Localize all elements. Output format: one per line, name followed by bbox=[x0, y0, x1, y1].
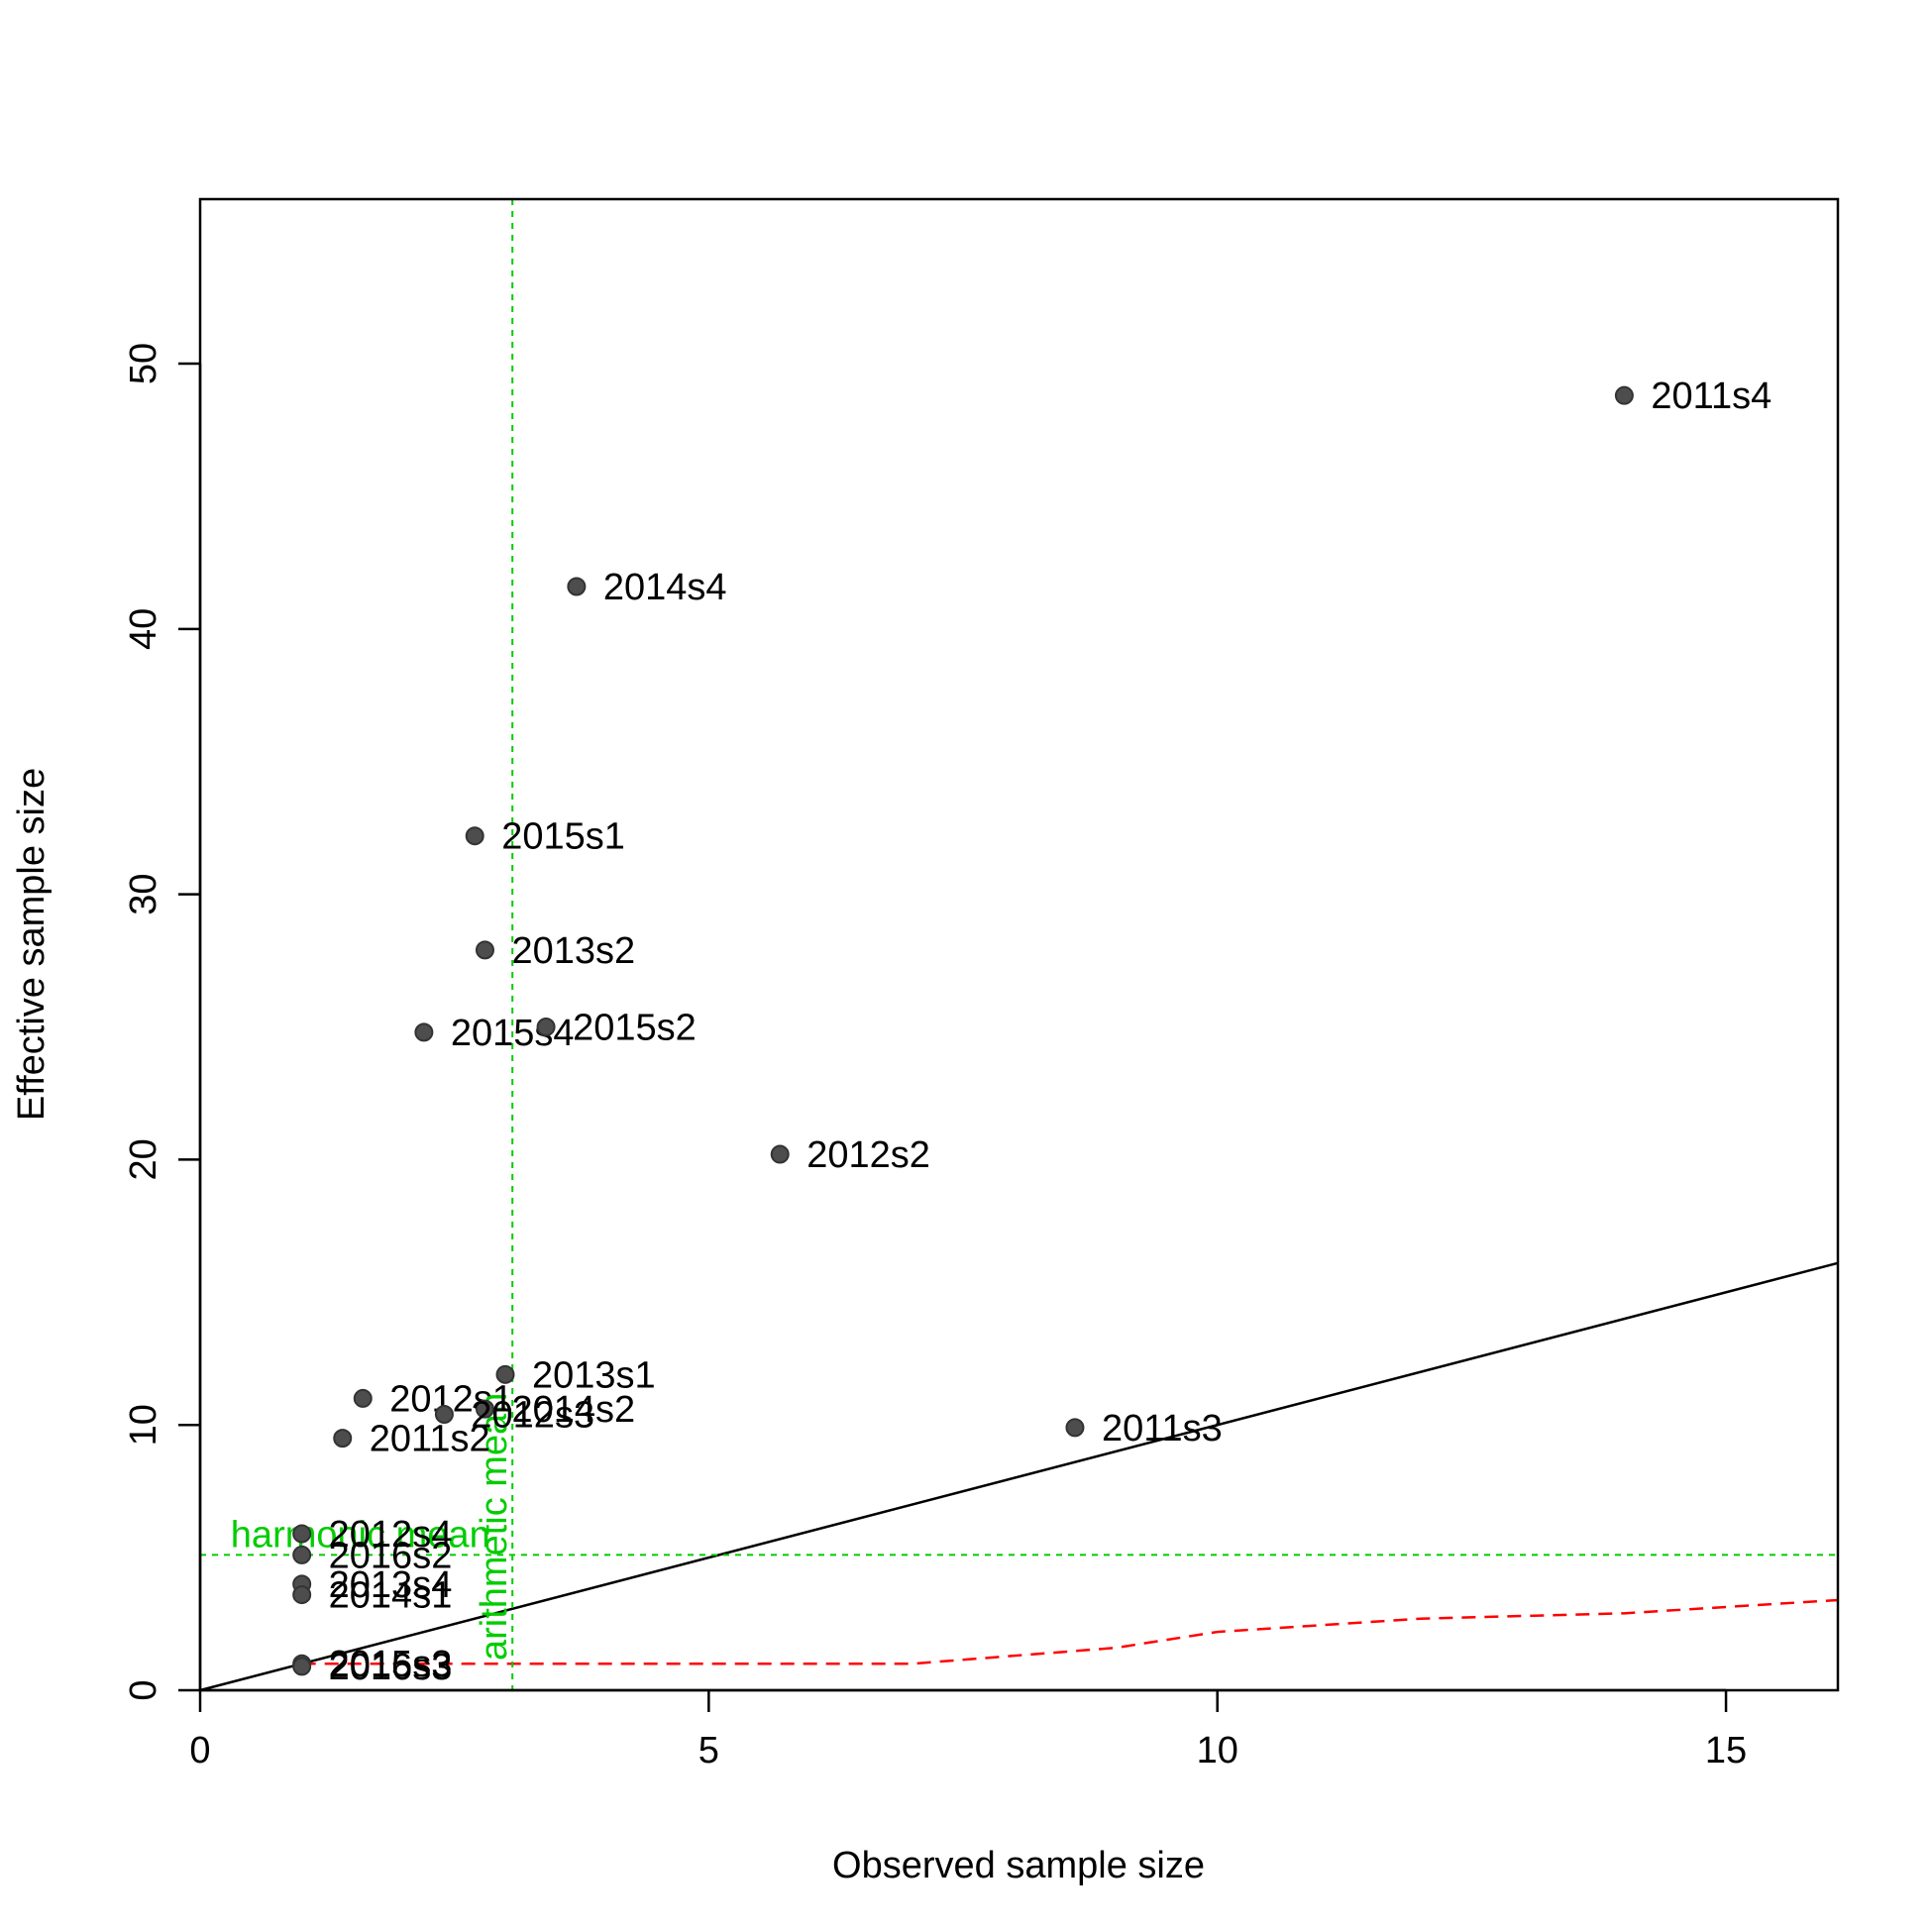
data-point-label: 2013s1 bbox=[532, 1354, 656, 1396]
red-dashed-line bbox=[301, 1598, 1839, 1665]
y-tick-label: 50 bbox=[123, 343, 164, 384]
identity-line bbox=[199, 1261, 1839, 1692]
x-axis-title: Observed sample size bbox=[832, 1845, 1205, 1886]
data-point bbox=[475, 1399, 494, 1419]
data-point-label: 2013s4 bbox=[329, 1564, 453, 1606]
axes: 0 5 10 15 0 10 20 30 40 50 bbox=[123, 343, 1747, 1771]
x-tick-label: 0 bbox=[189, 1730, 210, 1771]
data-point-label: 2011s4 bbox=[1651, 376, 1771, 417]
plot-frame bbox=[198, 197, 1840, 1692]
data-point-label: 2011s3 bbox=[1102, 1408, 1223, 1449]
y-tick-label: 10 bbox=[123, 1404, 164, 1446]
x-tick-label: 15 bbox=[1705, 1730, 1747, 1771]
data-point bbox=[770, 1144, 790, 1164]
y-axis-title: Effective sample size bbox=[11, 768, 53, 1121]
data-point-label: 2015s3 bbox=[329, 1644, 453, 1685]
data-point bbox=[292, 1657, 312, 1676]
x-tick-label: 5 bbox=[698, 1730, 719, 1771]
data-point bbox=[495, 1364, 515, 1384]
data-point bbox=[465, 826, 484, 846]
data-point-label: 2012s2 bbox=[806, 1134, 930, 1176]
data-point-label: 2013s2 bbox=[511, 930, 635, 972]
data-point bbox=[1065, 1418, 1085, 1438]
x-tick-label: 10 bbox=[1197, 1730, 1238, 1771]
y-tick-label: 0 bbox=[123, 1679, 164, 1700]
data-point bbox=[536, 1018, 556, 1037]
data-point bbox=[475, 940, 494, 960]
arithmetic-mean-label: arithmetic mean bbox=[474, 1393, 515, 1661]
data-point bbox=[1614, 385, 1634, 405]
data-point bbox=[333, 1429, 353, 1449]
data-point-label: 2014s4 bbox=[603, 567, 727, 608]
data-point bbox=[292, 1524, 312, 1544]
data-point-label: 2015s4 bbox=[451, 1013, 575, 1054]
data-point-label: 2014s1 bbox=[329, 1575, 453, 1617]
data-point bbox=[292, 1585, 312, 1605]
y-tick-label: 40 bbox=[123, 608, 164, 650]
data-point-label: 2016s3 bbox=[329, 1647, 453, 1688]
data-point-label: 2011s2 bbox=[370, 1419, 490, 1460]
harmonic-mean-label: harmonic mean bbox=[231, 1514, 490, 1556]
y-tick-label: 20 bbox=[123, 1138, 164, 1180]
y-tick-label: 30 bbox=[123, 873, 164, 914]
data-point-label: 2012s3 bbox=[471, 1394, 594, 1436]
data-point bbox=[414, 1022, 434, 1042]
data-point-label: 2014s2 bbox=[511, 1389, 635, 1431]
data-point bbox=[434, 1404, 454, 1424]
data-point bbox=[292, 1545, 312, 1564]
data-point-label: 2012s4 bbox=[329, 1514, 453, 1556]
data-point-label: 2015s2 bbox=[573, 1008, 697, 1049]
data-point bbox=[567, 577, 587, 596]
data-point bbox=[353, 1388, 373, 1408]
data-point-label: 2016s2 bbox=[329, 1535, 453, 1576]
data-point-label: 2015s1 bbox=[501, 816, 625, 858]
